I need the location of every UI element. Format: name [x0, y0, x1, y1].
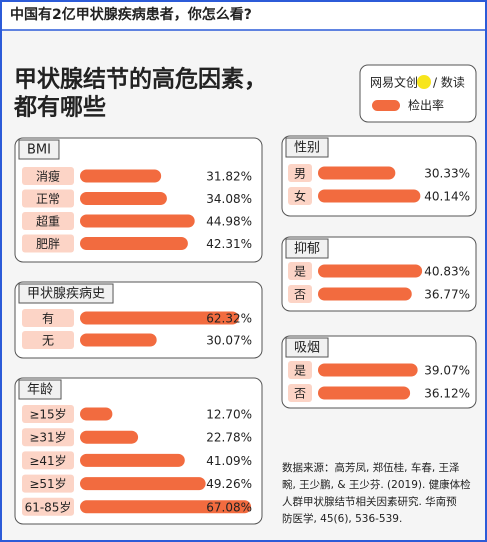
category-label: 否 — [294, 288, 306, 302]
panel-tab — [285, 137, 329, 158]
title-line: 甲状腺结节的高危因素， — [14, 66, 267, 93]
category-label: 否 — [294, 387, 306, 401]
source-line: 防医学, 45(6), 536-539. — [282, 512, 402, 525]
category-box — [288, 361, 312, 379]
category-box — [22, 451, 74, 470]
legend-box — [359, 64, 477, 123]
panel-title: BMI — [27, 143, 51, 158]
category-box — [288, 384, 312, 402]
source-line: 人群甲状腺结节相关因素研究. 华南预 — [282, 495, 457, 508]
category-box — [22, 331, 74, 349]
panel-title: 性别 — [294, 141, 320, 156]
value-label: 49.26% — [206, 477, 252, 491]
category-box — [288, 285, 312, 303]
category-label: ≥41岁 — [29, 453, 66, 468]
category-box — [22, 497, 74, 516]
panel-tab — [18, 283, 114, 304]
bar — [318, 189, 421, 203]
source-line: 畹, 王少鹏, & 王少芬. (2019). 健康体检 — [282, 478, 471, 491]
category-label: 是 — [294, 265, 306, 279]
category-box — [22, 189, 74, 208]
header-bar — [0, 0, 487, 30]
legend-swatch — [372, 100, 400, 111]
value-label: 22.78% — [206, 431, 252, 445]
title-line: 都有哪些 — [13, 94, 106, 121]
value-label: 36.77% — [424, 288, 470, 302]
category-label: 肥胖 — [36, 237, 60, 251]
category-label: 正常 — [36, 192, 60, 206]
category-label: 是 — [294, 364, 306, 378]
bar — [80, 453, 185, 467]
bar — [80, 192, 167, 205]
panel-title: 抑郁 — [294, 242, 320, 257]
category-box — [22, 234, 74, 253]
value-label: 67.08% — [206, 500, 252, 514]
bar — [80, 311, 239, 325]
header: 中国有2亿甲状腺疾病患者，你怎么看? — [10, 6, 252, 23]
value-label: 39.07% — [424, 364, 470, 378]
value-label: 12.70% — [206, 408, 252, 422]
bar — [318, 287, 412, 301]
category-box — [22, 405, 74, 423]
category-box — [22, 428, 74, 447]
value-label: 31.82% — [206, 170, 252, 184]
bar — [318, 363, 418, 377]
category-label: 消瘦 — [36, 169, 60, 184]
logo-dot — [417, 75, 431, 89]
legend-sub: / 数读 — [433, 75, 465, 90]
category-label: ≥51岁 — [29, 476, 66, 491]
category-label: 有 — [42, 312, 54, 326]
bar — [318, 386, 411, 400]
category-label: 超重 — [36, 214, 60, 229]
category-box — [22, 212, 74, 230]
category-label: 无 — [42, 334, 54, 348]
panel-tab — [18, 139, 60, 160]
category-label: 女 — [294, 189, 306, 204]
bar — [80, 430, 139, 444]
bar — [80, 169, 162, 183]
panel-tab — [285, 337, 329, 358]
legend-label: 检出率 — [408, 98, 444, 113]
category-box — [288, 262, 312, 280]
value-label: 42.31% — [206, 237, 252, 251]
bar — [80, 407, 113, 421]
category-box — [288, 164, 312, 182]
bar — [80, 500, 252, 514]
value-label: 36.12% — [424, 387, 470, 401]
value-label: 44.98% — [206, 215, 252, 229]
bar — [80, 477, 206, 491]
value-label: 30.33% — [424, 167, 470, 181]
category-box — [22, 167, 74, 185]
category-box — [22, 309, 74, 327]
bar — [80, 237, 188, 250]
bar — [80, 214, 195, 228]
bar — [318, 264, 423, 278]
category-label: ≥31岁 — [29, 430, 66, 445]
value-label: 34.08% — [206, 192, 252, 206]
category-label: 61-85岁 — [25, 499, 72, 514]
value-label: 62.32% — [206, 312, 252, 326]
value-label: 30.07% — [206, 334, 252, 348]
value-label: 40.14% — [424, 190, 470, 204]
panel-tab — [285, 238, 329, 259]
panel-tab — [18, 379, 62, 400]
category-label: ≥15岁 — [29, 407, 66, 422]
panel-title: 年龄 — [27, 383, 53, 398]
panel-title: 吸烟 — [294, 341, 320, 356]
panel-title: 甲状腺疾病史 — [27, 287, 105, 302]
bar — [318, 166, 396, 180]
value-label: 41.09% — [206, 454, 252, 468]
value-label: 40.83% — [424, 265, 470, 279]
category-box — [22, 474, 74, 493]
legend-brand: 网易文创 — [370, 75, 418, 90]
category-label: 男 — [294, 167, 306, 181]
source: 数据来源：高芳凤, 郑伍桂, 车春, 王泽畹, 王少鹏, & 王少芬. (201… — [282, 461, 471, 525]
bar — [80, 333, 157, 347]
source-line: 数据来源：高芳凤, 郑伍桂, 车春, 王泽 — [282, 461, 460, 474]
category-box — [288, 187, 312, 205]
